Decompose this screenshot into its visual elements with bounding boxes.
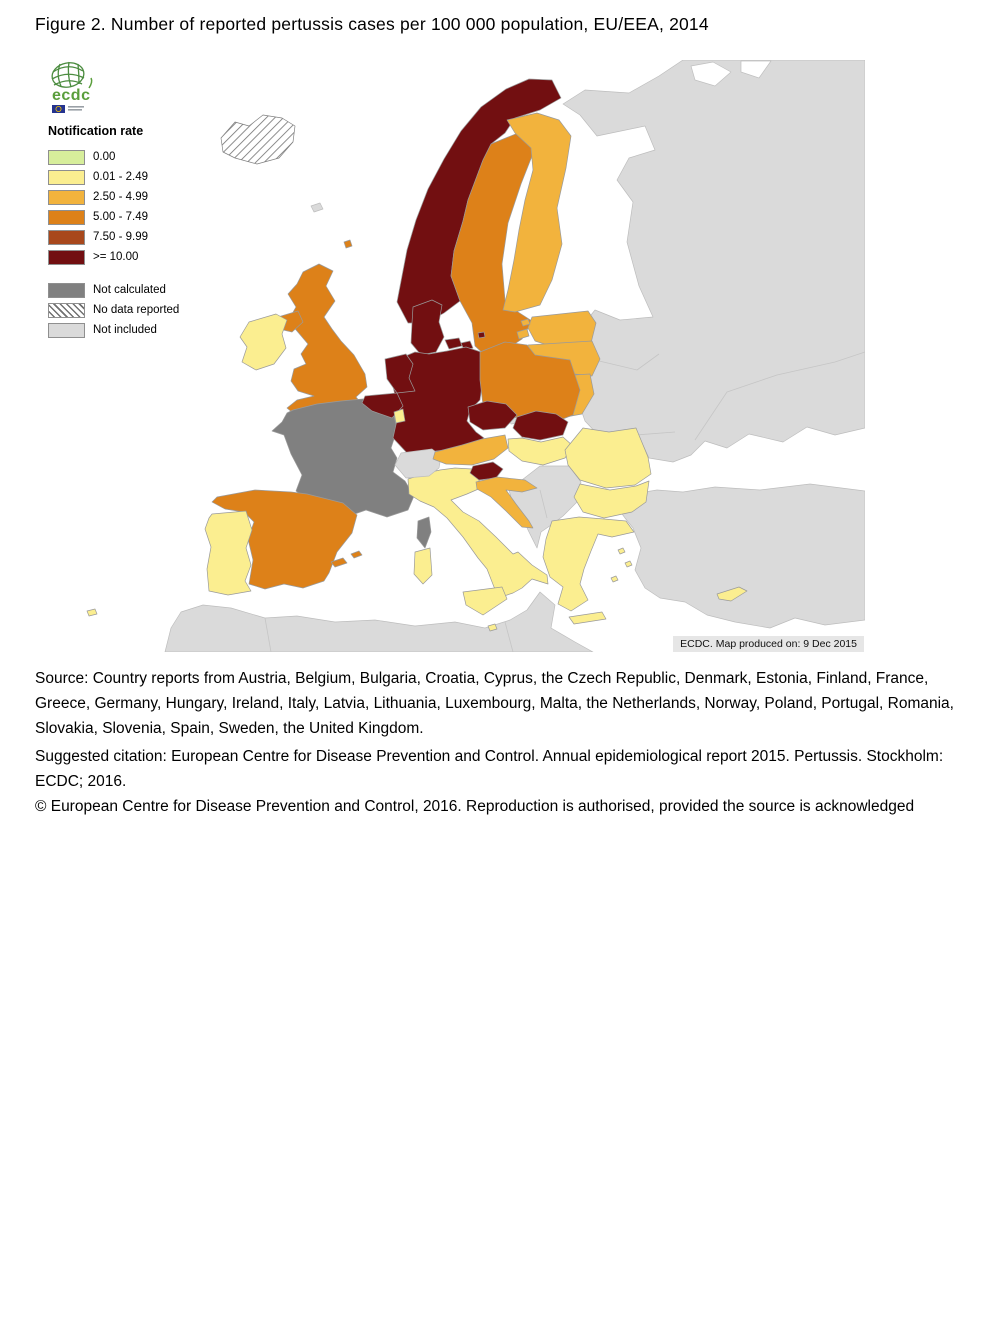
eu-flag — [52, 105, 65, 113]
legend-swatch-rate4 — [48, 229, 85, 245]
country-ireland — [239, 313, 288, 371]
citation-block: Suggested citation: European Centre for … — [35, 744, 973, 819]
country-portugal — [204, 510, 253, 596]
country-denmark — [410, 299, 445, 356]
legend-row-rate1: 0.01 - 2.49 — [48, 167, 208, 187]
country-netherlands — [384, 353, 416, 394]
country-croatia — [475, 476, 538, 529]
legend-swatch-rate3 — [48, 209, 85, 225]
legend-swatch-not-included — [48, 322, 85, 338]
legend-title: Notification rate — [48, 124, 144, 138]
legend-label-rate1: 0.01 - 2.49 — [93, 171, 148, 183]
legend-row-rate2: 2.50 - 4.99 — [48, 187, 208, 207]
legend-row-no-data: No data reported — [48, 300, 208, 320]
country-switzerland — [394, 448, 442, 479]
country-luxembourg — [393, 408, 406, 424]
source-paragraph: Source: Country reports from Austria, Be… — [35, 670, 954, 737]
country-north-africa — [164, 591, 594, 652]
legend-label-rate2: 2.50 - 4.99 — [93, 191, 148, 203]
country-bulgaria — [573, 480, 650, 519]
country-poland — [479, 341, 581, 423]
copyright-line: © European Centre for Disease Prevention… — [35, 798, 915, 815]
country-bornholm — [477, 331, 486, 339]
country-finland — [502, 112, 572, 313]
country-sicily — [462, 586, 508, 616]
country-faroe-islands — [310, 202, 324, 213]
legend-row-not-calculated: Not calculated — [48, 280, 208, 300]
legend-row-rate5: >= 10.00 — [48, 247, 208, 267]
country-estonian-islands — [516, 318, 531, 340]
country-turkey — [614, 483, 865, 629]
map-legend: Notification rate 0.00 0.01 - 2.49 2.50 … — [48, 124, 208, 340]
europe-choropleth-map — [35, 60, 865, 652]
legend-label-rate5: >= 10.00 — [93, 251, 139, 263]
country-norway — [396, 78, 562, 324]
country-austria — [432, 434, 509, 466]
ecdc-logo-sprout — [88, 77, 93, 89]
legend-row-not-included: Not included — [48, 320, 208, 340]
legend-label-no-data: No data reported — [93, 304, 180, 316]
country-slovakia — [512, 410, 569, 441]
country-malta — [487, 623, 498, 632]
ecdc-logo: ecdc — [51, 61, 93, 113]
country-czech-republic — [467, 400, 518, 431]
legend-swatch-rate5 — [48, 249, 85, 265]
legend-swatch-no-data — [48, 302, 85, 318]
country-crete — [568, 611, 607, 625]
legend-label-not-included: Not included — [93, 324, 157, 336]
legend-row-rate3: 5.00 - 7.49 — [48, 207, 208, 227]
country-sardinia — [413, 547, 433, 585]
map-figure: ecdc Notification rate 0.00 0.01 - 2.49 … — [35, 60, 865, 652]
country-iceland — [220, 114, 296, 165]
ecdc-logo-text: ecdc — [52, 87, 90, 104]
country-corsica — [416, 516, 432, 549]
country-greece — [542, 516, 635, 612]
legend-spacer — [48, 267, 208, 280]
arctic-island-2 — [740, 60, 772, 79]
country-greek-islands — [610, 547, 633, 583]
country-balearics — [330, 550, 363, 568]
country-romania — [564, 427, 652, 489]
legend-label-rate0: 0.00 — [93, 151, 116, 163]
legend-row-rate0: 0.00 — [48, 147, 208, 167]
figure-title: Figure 2. Number of reported pertussis c… — [35, 14, 709, 34]
map-production-note: ECDC. Map produced on: 9 Dec 2015 — [673, 636, 864, 652]
arctic-island — [690, 61, 732, 87]
suggested-citation: Suggested citation: European Centre for … — [35, 748, 944, 790]
legend-label-rate3: 5.00 - 7.49 — [93, 211, 148, 223]
legend-swatch-not-calculated — [48, 282, 85, 298]
legend-swatch-rate0 — [48, 149, 85, 165]
legend-swatch-rate1 — [48, 169, 85, 185]
legend-label-rate4: 7.50 - 9.99 — [93, 231, 148, 243]
legend-swatch-rate2 — [48, 189, 85, 205]
country-cyprus — [716, 586, 748, 602]
country-madeira — [86, 608, 98, 617]
country-belgium — [361, 392, 404, 419]
legend-row-rate4: 7.50 - 9.99 — [48, 227, 208, 247]
country-shetland — [343, 239, 353, 249]
legend-label-not-calculated: Not calculated — [93, 284, 166, 296]
